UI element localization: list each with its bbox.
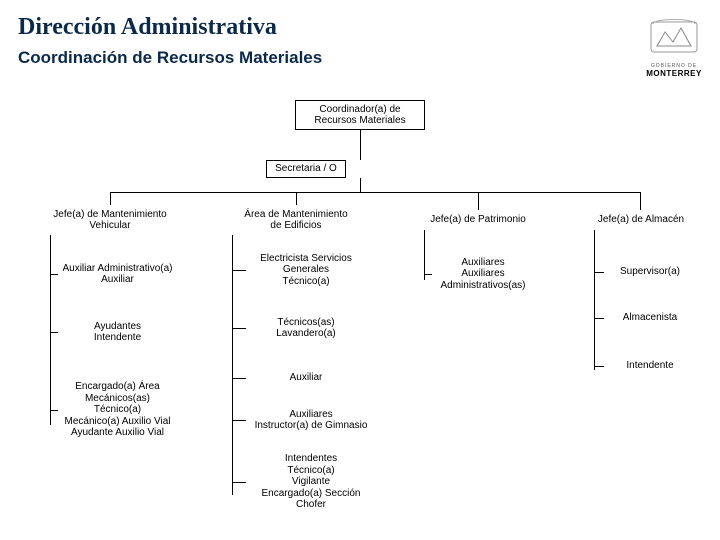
page-subtitle: Coordinación de Recursos Materiales xyxy=(18,48,322,68)
connector-line xyxy=(360,130,361,160)
connector-line xyxy=(232,270,246,271)
node-col2-head: Área de Mantenimientode Edificios xyxy=(226,205,366,235)
node-col3-head: Jefe(a) de Patrimonio xyxy=(418,210,538,230)
connector-line xyxy=(594,272,604,273)
connector-line xyxy=(232,420,246,421)
connector-line xyxy=(296,192,297,205)
node-c4c: Intendente xyxy=(604,358,696,374)
connector-line xyxy=(594,230,595,370)
connector-line xyxy=(594,318,604,319)
node-c3a: AuxiliaresAuxiliaresAdministrativos(as) xyxy=(428,256,538,292)
connector-line xyxy=(232,378,246,379)
node-secretaria: Secretaria / O xyxy=(266,160,346,178)
node-coord: Coordinador(a) deRecursos Materiales xyxy=(295,100,425,130)
connector-line xyxy=(50,274,58,275)
connector-line xyxy=(478,192,479,210)
logo: GOBIERNO DE MONTERREY xyxy=(642,18,706,78)
page-title: Dirección Administrativa xyxy=(18,14,277,41)
connector-line xyxy=(232,235,233,495)
connector-line xyxy=(110,192,111,205)
node-c4a: Supervisor(a) xyxy=(604,264,696,280)
connector-line xyxy=(232,328,246,329)
node-c4b: Almacenista xyxy=(604,310,696,326)
connector-line xyxy=(232,482,246,483)
node-c2b: Técnicos(as)Lavandero(a) xyxy=(246,314,366,342)
page: Dirección Administrativa Coordinación de… xyxy=(0,0,720,540)
connector-line xyxy=(424,230,425,280)
connector-line xyxy=(50,332,58,333)
logo-line2: MONTERREY xyxy=(642,69,706,78)
connector-line xyxy=(424,274,432,275)
connector-line xyxy=(640,192,641,210)
connector-line xyxy=(50,410,58,411)
node-c1b: AyudantesIntendente xyxy=(55,318,180,346)
node-c2c: Auxiliar xyxy=(246,370,366,386)
connector-line xyxy=(594,366,604,367)
connector-line xyxy=(50,235,51,425)
node-col1-head: Jefe(a) de MantenimientoVehicular xyxy=(40,205,180,235)
node-c1c: Encargado(a) ÁreaMecánicos(as)Técnico(a)… xyxy=(55,380,180,440)
node-col4-head: Jefe(a) de Almacén xyxy=(586,210,696,230)
node-c2d: AuxiliaresInstructor(a) de Gimnasio xyxy=(246,406,376,434)
node-c1a: Auxiliar Administrativo(a)Auxiliar xyxy=(55,260,180,288)
connector-line xyxy=(110,192,640,193)
node-c2e: IntendentesTécnico(a)VigilanteEncargado(… xyxy=(246,452,376,512)
node-c2a: Electricista ServiciosGeneralesTécnico(a… xyxy=(246,252,366,288)
connector-line xyxy=(360,178,361,192)
crest-icon xyxy=(647,18,701,56)
